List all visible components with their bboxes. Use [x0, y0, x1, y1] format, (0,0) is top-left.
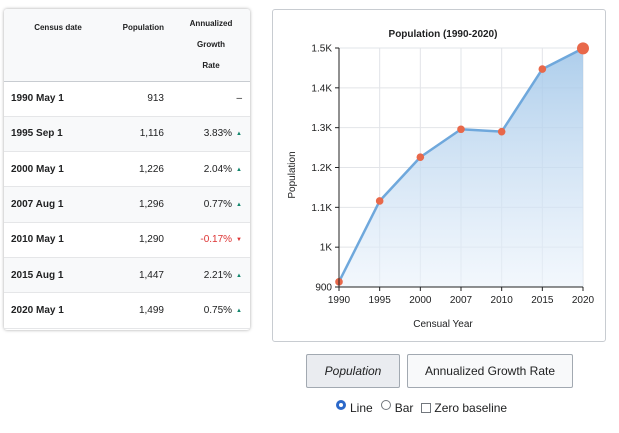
zero-baseline-checkbox[interactable] — [421, 403, 432, 413]
chart-card: Population (1990-2020) 900 1K 1.1K 1.2K 1.3K… — [272, 9, 606, 342]
growth-rate-value: 2.04% — [203, 163, 233, 175]
x-axis-label: Censual Year — [413, 319, 473, 330]
y-tick-label: 1.1K — [311, 203, 332, 214]
bar-radio[interactable] — [380, 400, 391, 410]
row-date: 2020 May 1 — [4, 292, 110, 329]
zero-baseline-option[interactable]: Zero baseline — [421, 401, 507, 415]
x-tick-label: 2015 — [531, 295, 554, 306]
row-growth-rate: -0.17% ▼ — [170, 222, 250, 258]
chart-options: Line Bar Zero baseline — [336, 400, 515, 415]
y-tick-label: 1.2K — [311, 163, 332, 174]
table-row: 1995 Sep 1 1,116 3.83% ▲ — [4, 116, 250, 153]
table-row: 2010 May 1 1,290 -0.17% ▼ — [4, 222, 250, 258]
row-date: 2010 May 1 — [4, 222, 110, 258]
growth-rate-value: 2.21% — [203, 269, 233, 281]
bar-option-label: Bar — [394, 401, 414, 415]
growth-rate-value: – — [236, 93, 242, 105]
up-arrow-icon: ▲ — [236, 131, 242, 138]
row-population: 1,447 — [110, 257, 170, 294]
x-tick-label: 2000 — [409, 295, 432, 306]
row-growth-rate: 2.21% ▲ — [170, 257, 250, 294]
y-tick-label: 1.4K — [311, 83, 332, 94]
table-body: 1990 May 1 913–1995 Sep 1 1,116 3.83% ▲ 2000 … — [4, 81, 250, 329]
row-growth-rate: 2.04% ▲ — [170, 151, 250, 188]
population-chart: Population (1990-2020) 900 1K 1.1K 1.2K 1.3K… — [287, 29, 595, 330]
row-growth-rate: 3.83% ▲ — [170, 116, 250, 153]
row-growth-rate: 0.75% ▲ — [170, 292, 250, 329]
header-census-date: Census date — [4, 9, 110, 82]
chart-title: Population (1990-2020) — [389, 29, 498, 40]
table-row: 1990 May 1 913 – — [4, 81, 250, 117]
growth-rate-value: 0.77% — [203, 199, 233, 211]
header-population: Population — [110, 9, 170, 82]
row-population: 1,226 — [110, 151, 170, 188]
x-tick-label: 1995 — [369, 295, 392, 306]
row-population: 1,290 — [110, 222, 170, 258]
row-date: 1990 May 1 — [4, 81, 110, 117]
growth-rate-value: 3.83% — [203, 128, 233, 140]
row-date: 2007 Aug 1 — [4, 186, 110, 223]
data-point[interactable] — [577, 42, 589, 55]
area-fill — [339, 48, 583, 288]
line-option[interactable]: Line — [336, 400, 373, 415]
table-row: 2007 Aug 1 1,296 0.77% ▲ — [4, 186, 250, 223]
population-button[interactable]: Population — [306, 354, 400, 388]
up-arrow-icon: ▲ — [236, 307, 242, 314]
x-tick-label: 2010 — [491, 295, 514, 306]
row-population: 913 — [110, 81, 170, 117]
row-growth-rate: – — [170, 81, 250, 117]
chart-area — [335, 42, 589, 288]
row-population: 1,499 — [110, 292, 170, 329]
data-point[interactable] — [457, 125, 465, 134]
y-tick-label: 1K — [320, 243, 333, 254]
zero-baseline-label: Zero baseline — [434, 401, 508, 415]
y-tick-label: 900 — [315, 283, 332, 294]
down-arrow-icon: ▼ — [236, 237, 242, 244]
table-row: 2000 May 1 1,226 2.04% ▲ — [4, 151, 250, 188]
y-tick-label: 1.5K — [311, 44, 332, 55]
growth-rate-value: 0.75% — [203, 304, 233, 316]
data-point[interactable] — [538, 65, 547, 73]
y-axis-label: Population — [287, 151, 298, 198]
row-population: 1,296 — [110, 186, 170, 223]
y-tick-label: 1.3K — [311, 123, 332, 134]
chart-axes: 900 1K 1.1K 1.2K 1.3K 1.4K 1.5K 1990 1995 2000 200… — [311, 44, 594, 307]
growth-rate-button[interactable]: Annualized Growth Rate — [407, 354, 573, 388]
up-arrow-icon: ▲ — [236, 272, 242, 279]
row-date: 2000 May 1 — [4, 151, 110, 188]
row-date: 2015 Aug 1 — [4, 257, 110, 294]
table-row: 2015 Aug 1 1,447 2.21% ▲ — [4, 257, 250, 294]
data-point[interactable] — [497, 127, 506, 136]
line-option-label: Line — [350, 401, 373, 415]
table-header-row: Census date Population Annualized Growth… — [4, 9, 250, 82]
bar-option[interactable]: Bar — [380, 400, 414, 415]
header-growth-rate: Annualized Growth Rate — [170, 9, 250, 82]
data-point[interactable] — [375, 197, 384, 205]
growth-rate-value: -0.17% — [200, 234, 233, 246]
x-tick-label: 2007 — [450, 295, 473, 306]
row-population: 1,116 — [110, 116, 170, 153]
x-tick-label: 1990 — [328, 295, 351, 306]
row-date: 1995 Sep 1 — [4, 116, 110, 153]
data-point[interactable] — [416, 153, 425, 161]
table-row: 2020 May 1 1,499 0.75% ▲ — [4, 292, 250, 329]
x-tick-label: 2020 — [572, 295, 595, 306]
line-radio[interactable] — [336, 400, 346, 410]
up-arrow-icon: ▲ — [236, 202, 242, 209]
census-table-card: Census date Population Annualized Growth… — [4, 9, 250, 330]
up-arrow-icon: ▲ — [236, 166, 242, 173]
row-growth-rate: 0.77% ▲ — [170, 186, 250, 223]
census-table: Census date Population Annualized Growth… — [4, 9, 250, 329]
